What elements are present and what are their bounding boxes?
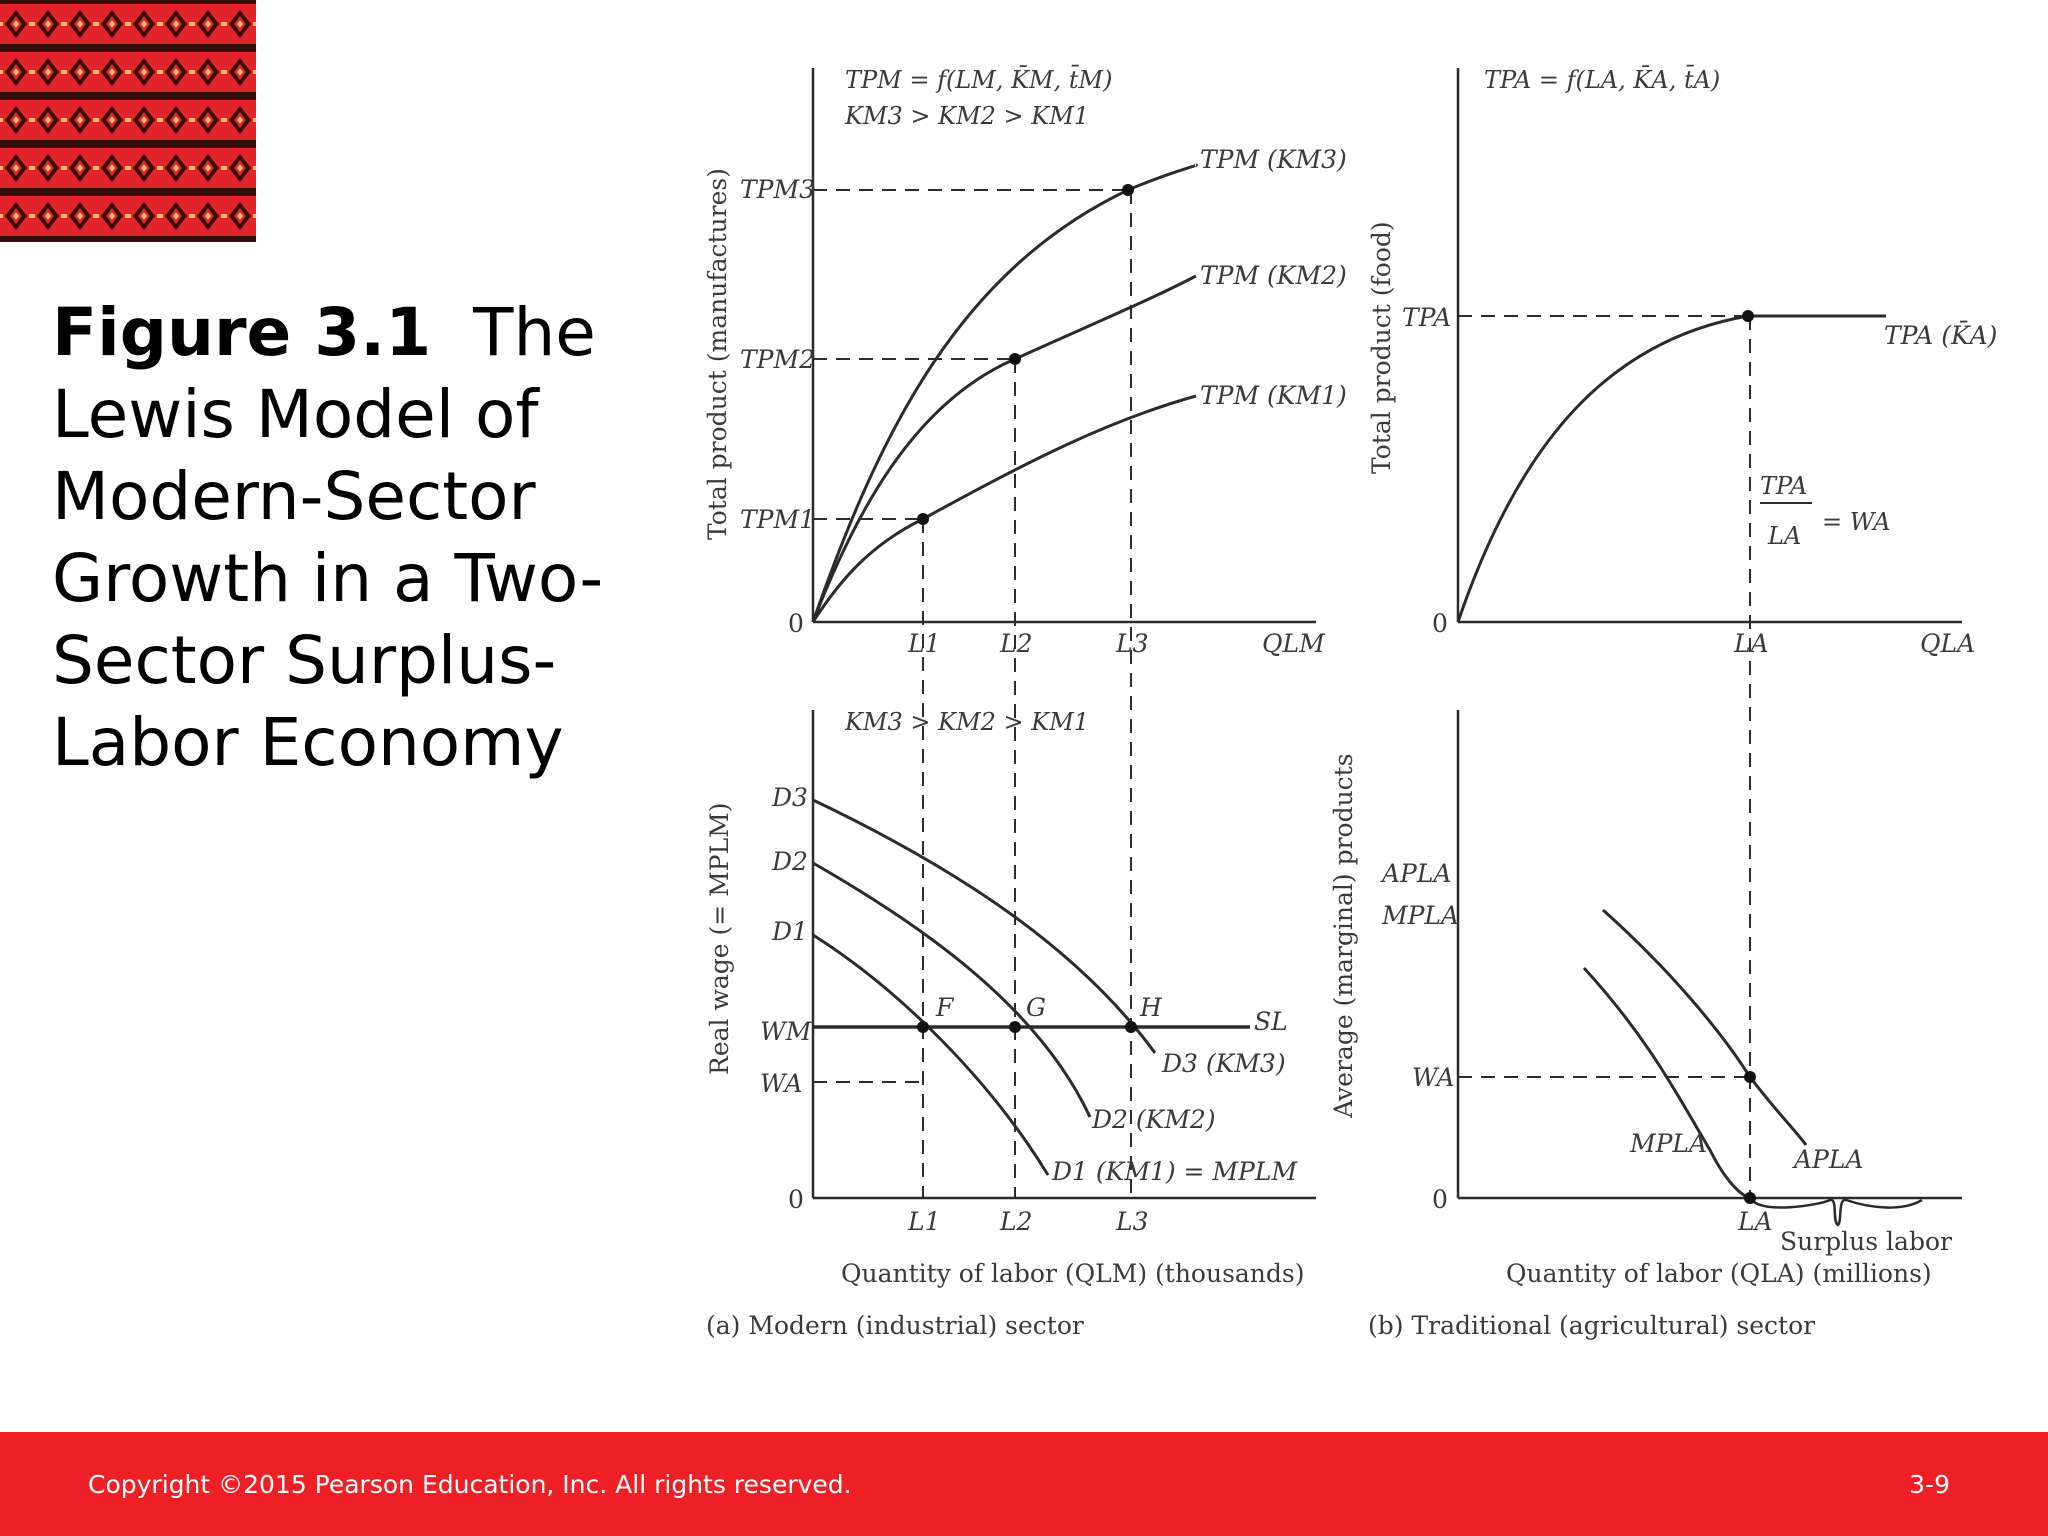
tick-wa: WA — [760, 1069, 803, 1098]
tick-d3: D3 — [771, 783, 808, 812]
tick-l3-top: L3 — [1115, 629, 1149, 658]
label-surplus-labor: Surplus labor — [1780, 1227, 1952, 1256]
slide-title: Figure 3.1 The Lewis Model of Modern-Sec… — [52, 292, 632, 784]
wage-eq-denominator: LA — [1767, 522, 1801, 550]
y-axis-label-food: Total product (food) — [1367, 221, 1396, 474]
tick-la-bottom: LA — [1737, 1207, 1773, 1236]
panel-b-bottom-axes — [1456, 710, 1962, 1200]
y-axis-label-real-wage: Real wage (= MPLM) — [705, 802, 734, 1075]
label-tpa-curve: TPA (K̄A) — [1884, 321, 1997, 350]
d3-curve — [812, 798, 1157, 1054]
tick-l2-top: L2 — [999, 629, 1033, 658]
tp-km2-curve — [811, 274, 1197, 623]
tick-tpm2: TPM2 — [740, 345, 815, 374]
tick-zero-a-bottom: 0 — [788, 1185, 804, 1214]
tick-tpm1: TPM1 — [740, 505, 815, 534]
tick-l1-bottom: L1 — [907, 1207, 941, 1236]
figure-title: The Lewis Model of Modern-Sector Growth … — [52, 294, 604, 781]
panel-b-top-axes — [1456, 68, 1962, 624]
point-g: G — [1026, 993, 1046, 1022]
tpm-function: TPM = f(LM, K̄M, t̄M) — [845, 65, 1112, 94]
wage-eq-rhs: = WA — [1822, 508, 1891, 536]
y-axis-label-manufactures: Total product (manufactures) — [703, 168, 732, 540]
decorative-pattern — [0, 0, 256, 242]
figure-number: Figure 3.1 — [52, 294, 432, 371]
label-tp-km1: TPM (KM1) — [1200, 381, 1347, 410]
tick-zero-a-top: 0 — [788, 609, 804, 638]
mpla-curve — [1582, 966, 1751, 1200]
tick-qlm: QLM — [1262, 629, 1326, 658]
tick-qla: QLA — [1920, 629, 1975, 658]
label-apla-curve: APLA — [1792, 1145, 1864, 1174]
panel-a-top-guides — [813, 189, 1128, 520]
wage-eq-numerator: TPA — [1760, 472, 1807, 500]
y-axis-label-avg-products: Average (marginal) products — [1329, 753, 1358, 1119]
tp-km3-curve — [811, 163, 1198, 623]
page-number: 3-9 — [1909, 1470, 1950, 1499]
surplus-labor-bracket — [1748, 1197, 1923, 1227]
d2-curve — [812, 861, 1092, 1118]
caption-traditional-sector: (b) Traditional (agricultural) sector — [1368, 1311, 1815, 1340]
label-tp-km3: TPM (KM3) — [1200, 145, 1347, 174]
equilibrium-points — [917, 184, 1756, 1204]
label-mpla-curve: MPLA — [1629, 1129, 1707, 1158]
tick-wa-b: WA — [1412, 1063, 1455, 1092]
x-axis-label-traditional: Quantity of labor (QLA) (millions) — [1506, 1259, 1932, 1288]
tick-tpa: TPA — [1402, 303, 1451, 332]
label-tp-km2: TPM (KM2) — [1200, 261, 1347, 290]
point-f: F — [935, 993, 955, 1022]
label-d1-curve: D1 (KM1) = MPLM — [1051, 1157, 1298, 1186]
caption-modern-sector: (a) Modern (industrial) sector — [706, 1311, 1084, 1340]
tpa-function: TPA = f(LA, K̄A, t̄A) — [1484, 65, 1720, 94]
tick-zero-b-top: 0 — [1432, 609, 1448, 638]
tpa-curve — [1456, 314, 1886, 623]
tp-km1-curve — [811, 394, 1197, 623]
lewis-model-diagram: TPM = f(LM, K̄M, t̄M) KM3 > KM2 > KM1 To… — [703, 65, 1997, 1340]
copyright-text: Copyright ©2015 Pearson Education, Inc. … — [88, 1470, 852, 1499]
apla-curve — [1601, 908, 1808, 1146]
tick-tpm3: TPM3 — [740, 175, 815, 204]
tick-l2-bottom: L2 — [999, 1207, 1033, 1236]
footer-bar: Copyright ©2015 Pearson Education, Inc. … — [0, 1432, 2048, 1536]
tick-l1-top: L1 — [907, 629, 941, 658]
point-h: H — [1139, 993, 1163, 1022]
label-d2-curve: D2 (KM2) — [1091, 1105, 1216, 1134]
tick-wm: WM — [760, 1017, 813, 1046]
label-d3-curve: D3 (KM3) — [1161, 1049, 1286, 1078]
capital-order-bottom: KM3 > KM2 > KM1 — [844, 708, 1089, 736]
tick-d2: D2 — [771, 847, 808, 876]
panel-a-bottom-axes — [811, 710, 1316, 1200]
tick-zero-b-bottom: 0 — [1432, 1185, 1448, 1214]
label-sl: SL — [1254, 1007, 1288, 1036]
tick-d1: D1 — [771, 917, 808, 946]
panel-a-top-axes — [811, 68, 1316, 624]
tpm-capital-order: KM3 > KM2 > KM1 — [844, 102, 1089, 130]
d1-curve — [812, 933, 1050, 1176]
tick-la-top: LA — [1733, 629, 1769, 658]
tick-l3-bottom: L3 — [1115, 1207, 1149, 1236]
tick-mpla: MPLA — [1381, 901, 1459, 930]
tick-apla: APLA — [1380, 859, 1452, 888]
x-axis-label-modern: Quantity of labor (QLM) (thousands) — [841, 1259, 1305, 1288]
